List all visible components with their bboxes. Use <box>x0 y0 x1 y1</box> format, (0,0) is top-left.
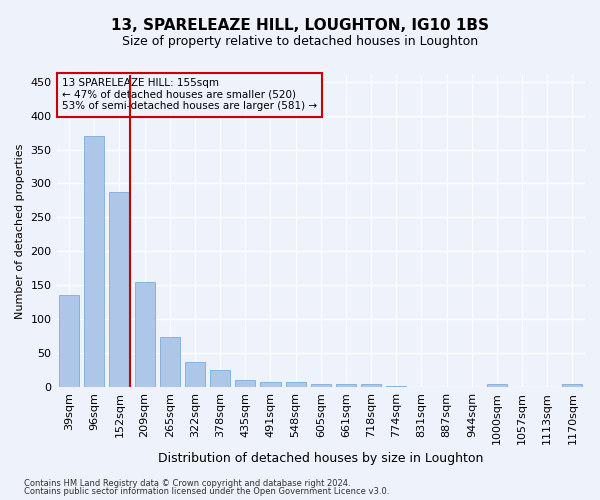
Bar <box>134 282 155 387</box>
Bar <box>210 370 230 387</box>
Text: 13, SPARELEAZE HILL, LOUGHTON, IG10 1BS: 13, SPARELEAZE HILL, LOUGHTON, IG10 1BS <box>111 18 489 32</box>
Bar <box>562 384 583 387</box>
Text: Contains HM Land Registry data © Crown copyright and database right 2024.: Contains HM Land Registry data © Crown c… <box>24 478 350 488</box>
Bar <box>235 380 256 387</box>
Y-axis label: Number of detached properties: Number of detached properties <box>15 144 25 318</box>
Text: Size of property relative to detached houses in Loughton: Size of property relative to detached ho… <box>122 35 478 48</box>
X-axis label: Distribution of detached houses by size in Loughton: Distribution of detached houses by size … <box>158 452 484 465</box>
Bar <box>487 384 507 387</box>
Bar <box>84 136 104 387</box>
Bar <box>260 382 281 387</box>
Bar <box>311 384 331 387</box>
Bar <box>160 338 180 387</box>
Bar <box>59 296 79 387</box>
Bar <box>361 384 381 387</box>
Bar <box>185 362 205 387</box>
Bar <box>336 384 356 387</box>
Text: 13 SPARELEAZE HILL: 155sqm
← 47% of detached houses are smaller (520)
53% of sem: 13 SPARELEAZE HILL: 155sqm ← 47% of deta… <box>62 78 317 112</box>
Bar <box>386 386 406 387</box>
Text: Contains public sector information licensed under the Open Government Licence v3: Contains public sector information licen… <box>24 487 389 496</box>
Bar <box>109 192 130 387</box>
Bar <box>286 382 305 387</box>
